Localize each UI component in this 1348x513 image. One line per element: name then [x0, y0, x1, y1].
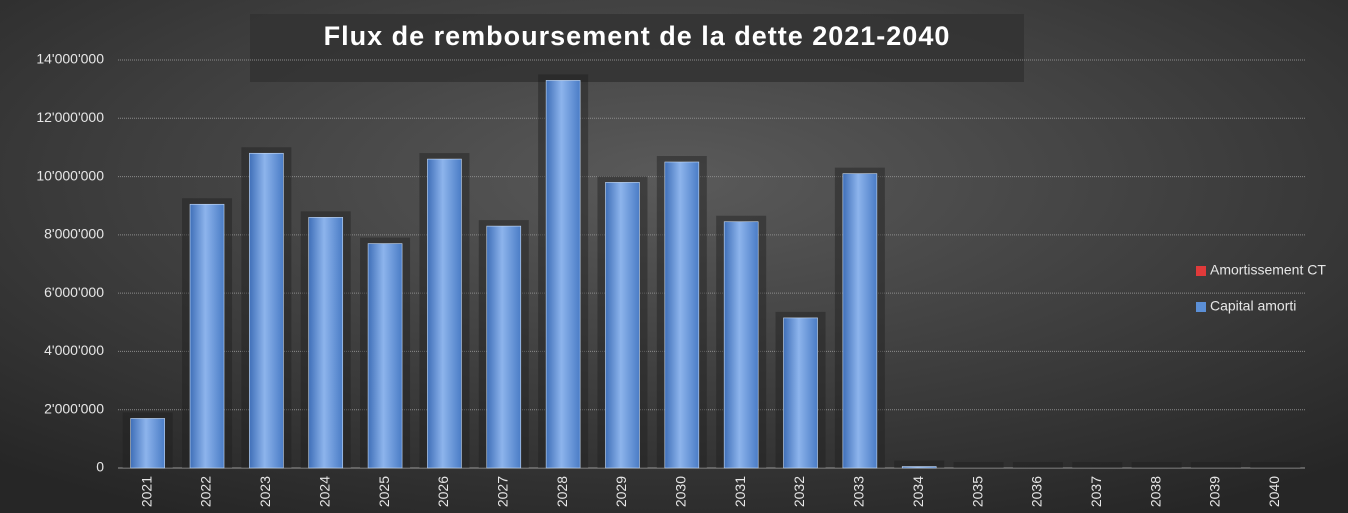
x-tick-label: 2033	[851, 476, 867, 507]
bar-shadow	[1012, 462, 1063, 468]
y-tick-label: 12'000'000	[36, 109, 104, 125]
title-box	[250, 14, 1024, 82]
x-tick-label: 2032	[791, 476, 807, 507]
y-tick-label: 6'000'000	[44, 284, 104, 300]
bar	[723, 221, 759, 469]
legend-swatch	[1196, 266, 1206, 276]
x-tick-label: 2025	[376, 476, 392, 507]
y-tick-label: 8'000'000	[44, 226, 104, 242]
legend-swatch	[1196, 302, 1206, 312]
x-tick-label: 2023	[257, 476, 273, 507]
x-tick-label: 2036	[1029, 476, 1045, 507]
y-tick-label: 4'000'000	[44, 342, 104, 358]
bar	[664, 161, 700, 469]
x-tick-label: 2031	[732, 476, 748, 507]
x-tick-label: 2026	[435, 476, 451, 507]
bar-shadow	[1131, 462, 1182, 468]
x-tick-label: 2028	[554, 476, 570, 507]
bar-shadow	[1190, 462, 1241, 468]
bar	[367, 243, 403, 469]
x-tick-label: 2024	[316, 476, 332, 507]
bar	[189, 203, 225, 469]
bar-shadow	[1250, 462, 1301, 468]
chart-title: Flux de remboursement de la dette 2021-2…	[324, 21, 951, 51]
x-tick-label: 2040	[1266, 476, 1282, 507]
x-tick-label: 2021	[138, 476, 154, 507]
x-tick-label: 2029	[613, 476, 629, 507]
x-tick-label: 2039	[1207, 476, 1223, 507]
bar-shadow	[1072, 462, 1123, 468]
bar	[842, 173, 878, 469]
y-tick-label: 2'000'000	[44, 400, 104, 416]
bar	[308, 217, 344, 469]
x-tick-label: 2038	[1147, 476, 1163, 507]
legend-label: Amortissement CT	[1210, 262, 1326, 278]
x-tick-label: 2027	[494, 476, 510, 507]
x-tick-label: 2022	[198, 476, 214, 507]
bar	[783, 317, 818, 469]
bar	[427, 158, 462, 469]
bar-shadow	[894, 460, 945, 468]
x-tick-label: 2030	[673, 476, 689, 507]
legend-label: Capital amorti	[1210, 298, 1296, 314]
bar	[486, 225, 522, 469]
bar	[545, 80, 581, 469]
y-tick-label: 14'000'000	[36, 51, 104, 67]
x-tick-label: 2034	[910, 476, 926, 507]
x-tick-label: 2037	[1088, 476, 1104, 507]
bar	[605, 182, 640, 469]
bar	[249, 152, 284, 469]
bar	[130, 418, 165, 469]
bar-shadow	[953, 462, 1004, 468]
y-tick-label: 0	[96, 459, 104, 475]
x-tick-label: 2035	[969, 476, 985, 507]
y-tick-label: 10'000'000	[36, 167, 104, 183]
bar	[901, 466, 937, 469]
